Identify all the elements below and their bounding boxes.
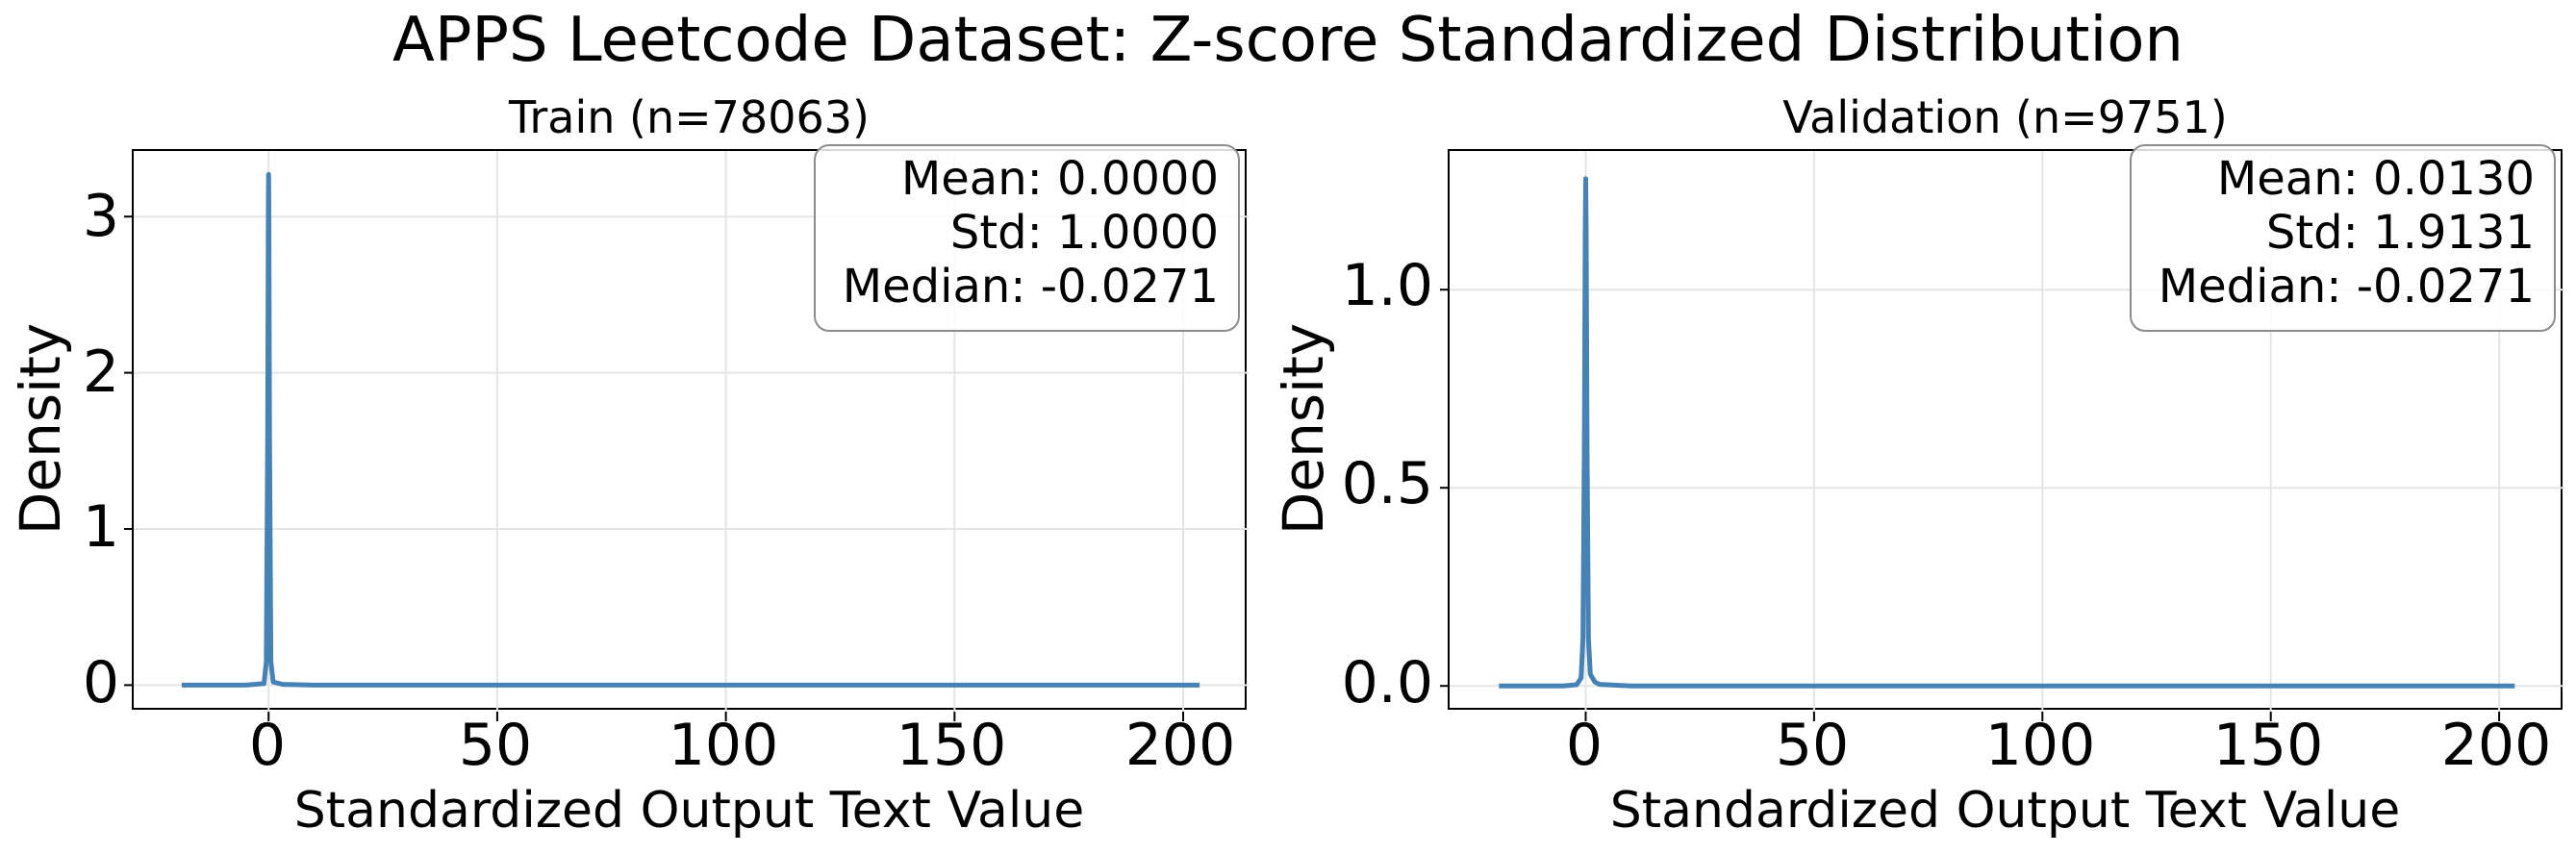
validation-stat-mean: Mean: 0.0130 bbox=[2216, 152, 2535, 206]
x-tick-label: 150 bbox=[2212, 712, 2324, 779]
x-tick-label: 100 bbox=[668, 712, 779, 779]
y-tick-label: 0 bbox=[82, 649, 119, 716]
figure-title: APPS Leetcode Dataset: Z-score Standardi… bbox=[392, 5, 2184, 76]
density-curve bbox=[1499, 176, 2515, 689]
train-panel-title: Train (n=78063) bbox=[509, 91, 870, 143]
y-tick-label: 1.0 bbox=[1341, 252, 1433, 319]
x-tick-label: 100 bbox=[1984, 712, 2096, 779]
train-stat-mean: Mean: 0.0000 bbox=[900, 152, 1219, 206]
x-tick-label: 0 bbox=[1565, 712, 1604, 779]
x-tick-label: 0 bbox=[248, 712, 287, 779]
validation-stat-median: Median: -0.0271 bbox=[2158, 260, 2535, 314]
validation-x-axis-label: Standardized Output Text Value bbox=[1609, 782, 2401, 840]
y-tick-label: 3 bbox=[82, 183, 119, 250]
train-stat-median: Median: -0.0271 bbox=[842, 260, 1219, 314]
train-stat-std: Std: 1.0000 bbox=[949, 206, 1219, 260]
y-tick-label: 1 bbox=[82, 493, 119, 561]
y-tick-label: 2 bbox=[82, 339, 119, 406]
validation-panel-title: Validation (n=9751) bbox=[1782, 91, 2228, 143]
y-tick-label: 0.5 bbox=[1341, 450, 1433, 517]
x-tick-label: 200 bbox=[1124, 712, 1236, 779]
x-tick-label: 50 bbox=[458, 712, 533, 779]
train-plot-svg bbox=[124, 151, 1249, 721]
validation-stat-std: Std: 1.9131 bbox=[2265, 206, 2535, 260]
x-tick-label: 200 bbox=[2440, 712, 2552, 779]
validation-stats-box: Mean: 0.0130 Std: 1.9131 Median: -0.0271 bbox=[2130, 144, 2556, 332]
x-tick-label: 50 bbox=[1775, 712, 1850, 779]
y-tick-label: 0.0 bbox=[1341, 649, 1433, 716]
validation-plot-svg bbox=[1440, 151, 2564, 721]
train-x-axis-label: Standardized Output Text Value bbox=[293, 782, 1085, 840]
train-stats-box: Mean: 0.0000 Std: 1.0000 Median: -0.0271 bbox=[814, 144, 1240, 332]
density-curve bbox=[181, 171, 1200, 688]
validation-y-axis-label: Density bbox=[1271, 322, 1336, 536]
x-tick-label: 150 bbox=[896, 712, 1007, 779]
